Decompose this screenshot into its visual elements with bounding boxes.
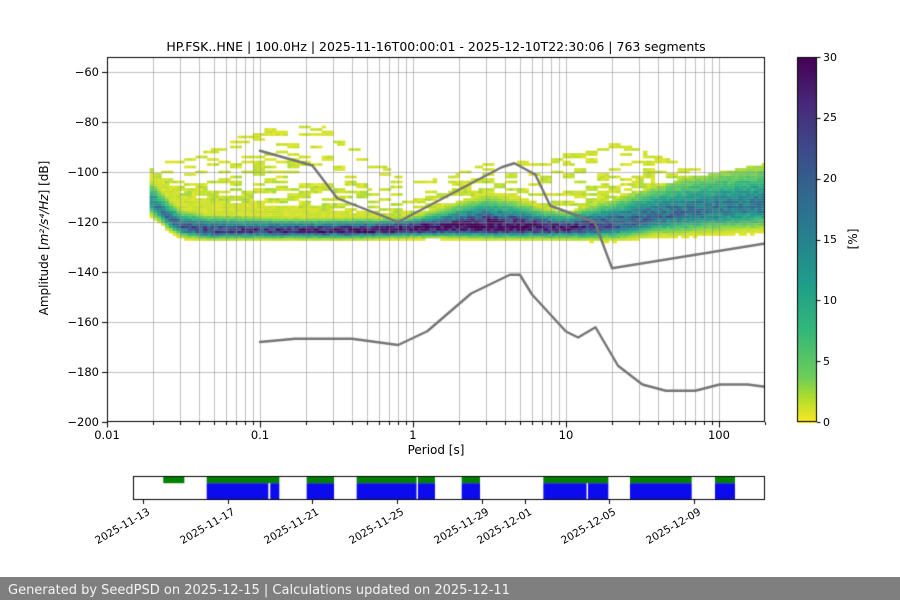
colorbar-tick-label: 15 — [823, 233, 837, 246]
y-axis-label-suffix: ] [dB] — [37, 160, 51, 195]
x-tick-label: 100 — [707, 428, 730, 442]
colorbar-tick-label: 5 — [823, 354, 830, 368]
y-axis-label-math: m²/s⁴/Hz — [37, 194, 51, 246]
colorbar-tick-label: 25 — [823, 111, 837, 125]
y-tick-label: −180 — [67, 365, 99, 379]
x-axis-label: Period [s] — [407, 443, 465, 457]
x-tick-label: 1 — [409, 428, 417, 442]
y-axis-label-prefix: Amplitude [ — [37, 245, 51, 316]
y-tick-label: −140 — [67, 265, 99, 279]
chart-title: HP.FSK..HNE | 100.0Hz | 2025-11-16T00:00… — [166, 39, 706, 54]
footer-text: Generated by SeedPSD on 2025-12-15 | Cal… — [8, 583, 510, 598]
y-tick-label: −200 — [67, 415, 99, 429]
y-tick-label: −60 — [74, 65, 99, 79]
colorbar-tick-label: 20 — [823, 172, 837, 186]
colorbar-tick-label: 10 — [823, 293, 837, 307]
y-axis-label: Amplitude [m²/s⁴/Hz] [dB] — [37, 88, 51, 388]
footer-bar: Generated by SeedPSD on 2025-12-15 | Cal… — [0, 577, 900, 600]
x-tick-label: 0.01 — [94, 428, 120, 442]
y-tick-label: −120 — [67, 215, 99, 229]
x-tick-label: 10 — [558, 428, 574, 442]
y-tick-label: −160 — [67, 315, 99, 329]
y-tick-label: −100 — [67, 165, 99, 179]
ppsd-chart-canvas — [0, 0, 900, 577]
colorbar-tick-label: 30 — [823, 50, 837, 64]
colorbar-label: [%] — [846, 228, 860, 250]
y-tick-label: −80 — [74, 115, 99, 129]
colorbar-tick-label: 0 — [823, 415, 830, 429]
x-tick-label: 0.1 — [250, 428, 270, 442]
